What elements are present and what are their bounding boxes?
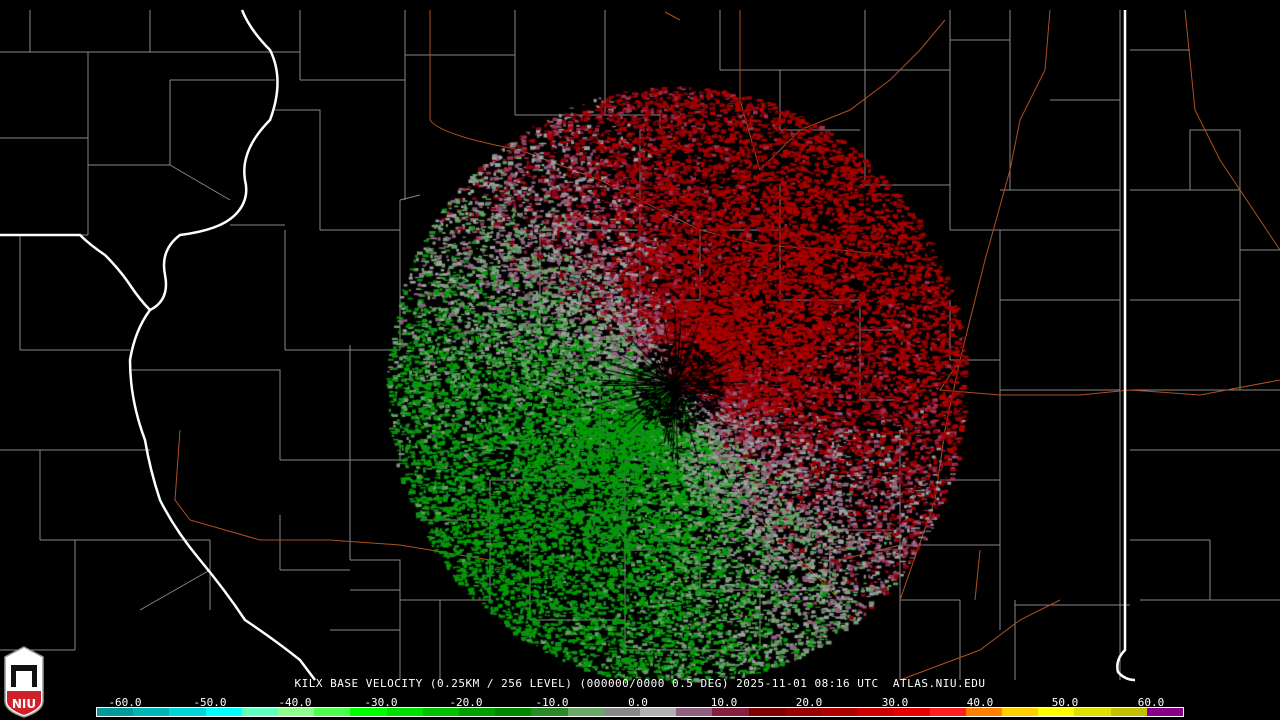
colorbar-swatch [314, 708, 351, 716]
colorbar-swatch [712, 708, 749, 716]
colorbar-label: 10.0 [710, 696, 738, 709]
colorbar-label: 20.0 [795, 696, 823, 709]
colorbar-swatch [241, 708, 279, 716]
colorbar-swatch [1146, 708, 1184, 716]
colorbar-swatch [1038, 708, 1075, 716]
logo-text: NIU [12, 697, 36, 711]
colorbar-swatch [640, 708, 677, 716]
colorbar-swatch [748, 708, 785, 716]
colorbar-label: 50.0 [1051, 696, 1079, 709]
colorbar-swatch [676, 708, 713, 716]
colorbar-swatch [929, 708, 966, 716]
colorbar-swatch [133, 708, 170, 716]
colorbar-swatch [422, 708, 460, 716]
colorbar-swatch [857, 708, 894, 716]
colorbar-swatch [459, 708, 496, 716]
colorbar-label: -20.0 [449, 696, 483, 709]
colorbar-label: 30.0 [881, 696, 909, 709]
colorbar-swatch [169, 708, 206, 716]
colorbar-label: 0.0 [628, 696, 648, 709]
colorbar-swatch [893, 708, 930, 716]
colorbar-label: -60.0 [108, 696, 142, 709]
colorbar-swatch [495, 708, 532, 716]
colorbar-swatch [821, 708, 858, 716]
niu-logo: NIU [3, 645, 45, 719]
colorbar-label: 40.0 [966, 696, 994, 709]
colorbar-swatch [278, 708, 315, 716]
colorbar-label: 60.0 [1137, 696, 1165, 709]
colorbar-swatch [965, 708, 1003, 716]
colorbar-swatch [784, 708, 822, 716]
colorbar-swatch [1110, 708, 1147, 716]
product-title: KILX BASE VELOCITY (0.25KM / 256 LEVEL) … [294, 677, 986, 690]
colorbar-swatch [205, 708, 242, 716]
colorbar-label: -10.0 [535, 696, 569, 709]
colorbar-swatch [350, 708, 387, 716]
colorbar-label: -40.0 [278, 696, 312, 709]
colorbar-swatch [97, 708, 134, 716]
colorbar-swatch [1002, 708, 1039, 716]
colorbar-swatch [567, 708, 604, 716]
colorbar-swatch [531, 708, 568, 716]
colorbar-label: -50.0 [193, 696, 227, 709]
colorbar-label: -30.0 [364, 696, 398, 709]
colorbar-swatch [386, 708, 423, 716]
colorbar-swatch [1074, 708, 1111, 716]
velocity-colorbar [96, 707, 1184, 717]
colorbar-swatch [603, 708, 641, 716]
